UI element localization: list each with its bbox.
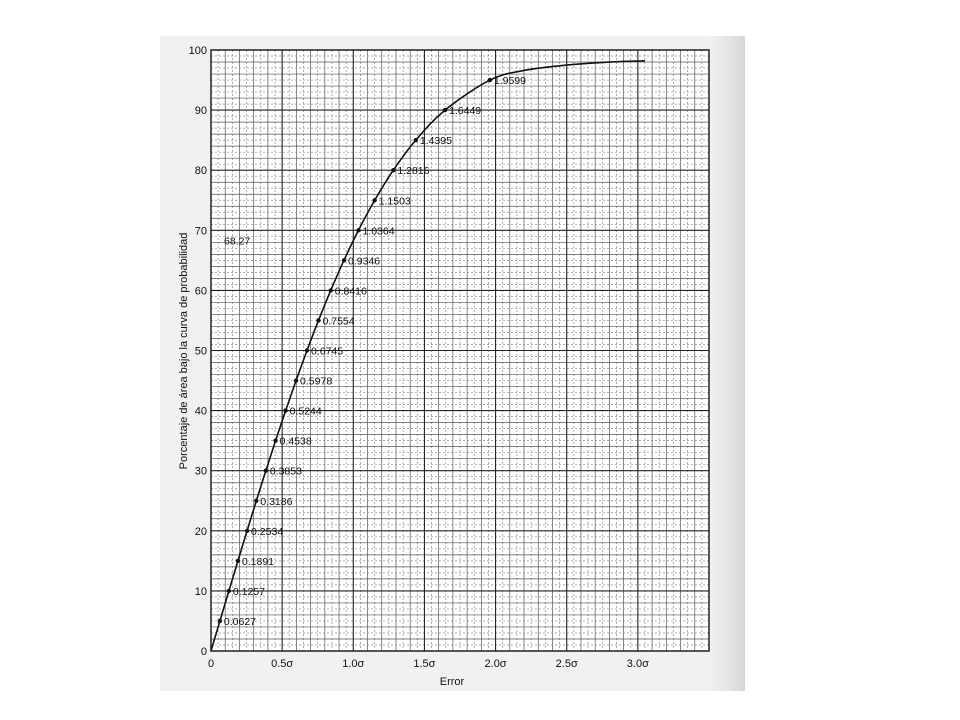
x-tick-label: 0.5σ <box>271 658 293 670</box>
data-point <box>283 408 288 413</box>
data-point <box>316 318 321 323</box>
y-tick-label: 70 <box>195 225 207 237</box>
data-point-label: 0.7554 <box>322 315 354 327</box>
plot-frame <box>210 49 710 652</box>
data-point <box>487 77 493 83</box>
x-axis-title: Error <box>440 676 465 688</box>
y-axis-title: Porcentaje de área bajo la curva de prob… <box>178 233 190 470</box>
x-tick-label: 1.5σ <box>413 658 435 670</box>
data-point-label: 0.8416 <box>335 285 367 297</box>
data-point <box>356 228 361 233</box>
data-point <box>254 498 259 503</box>
y-tick-label: 90 <box>195 105 207 117</box>
y-tick-label: 80 <box>195 165 207 177</box>
data-point-label: 0.5244 <box>290 406 322 418</box>
data-point <box>341 258 347 263</box>
data-point <box>442 107 448 113</box>
data-point-label: 0.2534 <box>251 526 283 538</box>
y-tick-label: 10 <box>195 586 207 598</box>
data-point <box>263 468 269 473</box>
data-point-label: 0.5978 <box>300 376 332 388</box>
y-tick-label: 0 <box>201 646 207 658</box>
data-point-label: 0.4538 <box>280 436 312 448</box>
x-tick-label: 1.0σ <box>342 658 364 670</box>
data-point-label: 1.2816 <box>397 165 429 177</box>
data-point-label: 0.0627 <box>224 616 256 628</box>
x-tick-label: 3.0σ <box>627 658 649 670</box>
data-point <box>413 137 419 143</box>
data-point-label: 1.1503 <box>379 195 411 207</box>
data-point-label: 1.6449 <box>449 105 481 117</box>
data-point-label: 0.3853 <box>270 466 302 478</box>
data-point <box>235 558 241 564</box>
data-point <box>244 528 250 533</box>
data-point-label: 0.9346 <box>348 255 380 267</box>
data-point-label: 1.4395 <box>420 135 452 147</box>
x-axis-ticks: 0 0.5σ 1.0σ 1.5σ 2.0σ 2.5σ 3.0σ <box>208 658 649 670</box>
x-tick-label: 2.5σ <box>556 658 578 670</box>
data-points: 0.0627 0.1257 0.1891 0.2534 0.3186 0.3853 0.45… <box>217 75 526 628</box>
data-point <box>273 438 278 443</box>
y-tick-label: 50 <box>195 346 207 358</box>
data-point-label: 0.1257 <box>233 586 265 598</box>
data-point <box>217 618 223 624</box>
data-point-label: 0.1891 <box>242 556 274 568</box>
data-point <box>293 378 299 383</box>
data-point-label: 1.0364 <box>362 225 394 237</box>
y-tick-label: 60 <box>195 285 207 297</box>
y-tick-label: 30 <box>195 466 207 478</box>
scan-page-edge <box>708 36 745 691</box>
y-tick-label: 40 <box>195 406 207 418</box>
annotations: 68.27 <box>224 236 250 248</box>
y-tick-label: 20 <box>195 526 207 538</box>
probability-curve <box>210 60 645 652</box>
data-point <box>328 288 333 293</box>
data-point <box>372 198 377 203</box>
data-point-label: 0.6745 <box>311 346 343 358</box>
y-tick-label: 100 <box>189 45 207 57</box>
data-point <box>304 348 310 353</box>
data-point <box>391 168 396 173</box>
y-axis-ticks: 0 10 20 30 40 50 60 70 80 90 100 <box>189 45 207 658</box>
x-tick-label: 0 <box>208 658 214 670</box>
x-tick-label: 2.0σ <box>485 658 507 670</box>
annotation-label: 68.27 <box>224 236 250 248</box>
data-point <box>226 588 232 594</box>
major-grid <box>211 50 709 651</box>
data-point-label: 0.3186 <box>260 496 292 508</box>
data-point-label: 1.9599 <box>494 75 526 87</box>
